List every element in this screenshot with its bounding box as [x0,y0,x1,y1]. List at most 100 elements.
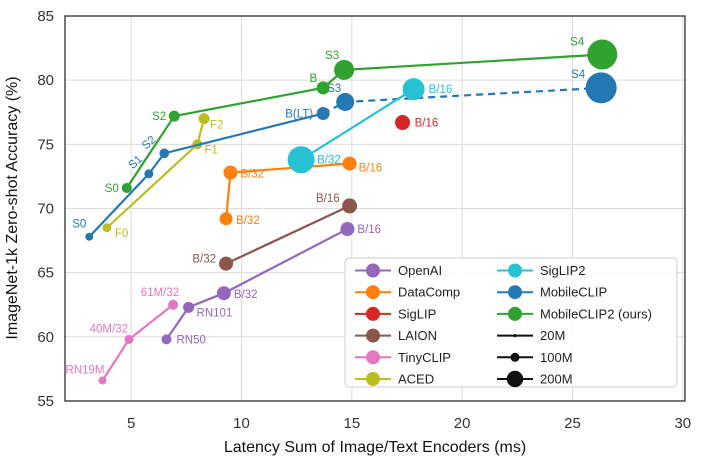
data-point-tinyclip-40m-32 [124,334,134,344]
data-label-tinyclip-40m-32: 40M/32 [90,323,128,335]
legend-item-siglip: SigLIP [355,306,436,321]
legend-label-aced: ACED [398,372,434,387]
data-label-laion-b-32: B/32 [192,254,216,266]
legend-label-200m: 200M [540,372,573,387]
legend-swatch-dot-mobileclip2-ours [508,306,522,321]
y-axis-title: ImageNet-1k Zero-shot Accuracy (%) [4,76,21,339]
legend-label-laion: LAION [398,328,437,343]
data-label-mobileclip-s3: S3 [327,83,341,95]
data-point-aced-f2 [198,113,210,125]
data-point-mobileclip-s4 [585,72,617,104]
data-point-datacomp-b-16 [342,156,357,171]
data-point-openai-rn101 [183,301,195,313]
series-line-siglip2-0 [300,88,415,161]
y-tick-75: 75 [37,136,54,153]
series-line-aced-0 [106,118,206,229]
legend-label-openai: OpenAI [398,263,442,278]
series-line-laion-0 [225,204,351,265]
data-label-aced-f1: F1 [204,144,217,156]
legend-swatch-dot-100m [510,352,520,362]
y-tick-85: 85 [37,8,54,25]
x-tick-15: 15 [343,415,360,432]
legend-swatch-dot-siglip [366,306,380,321]
data-point-openai-rn50 [161,334,172,345]
legend-swatch-dot-openai [366,263,380,278]
legend-item-tinyclip: TinyCLIP [355,350,451,365]
x-axis-title: Latency Sum of Image/Text Encoders (ms) [224,439,526,456]
plot-border [64,15,686,402]
data-label-openai-b-32: B/32 [234,289,258,301]
legend-label-mobileclip: MobileCLIP [540,285,607,300]
data-label-siglip2-b-16: B/16 [429,84,453,96]
data-point-openai-b-32 [216,286,231,301]
data-point-mobileclip-s1 [144,169,154,179]
data-point-mobileclip-s3 [336,92,355,111]
data-point-mobileclip2-ours-s2 [168,110,180,122]
data-point-tinyclip-61m-32 [168,299,179,310]
data-point-mobileclip2-ours-s0 [121,182,132,193]
data-label-mobileclip2-ours-s2: S2 [152,111,166,123]
data-point-mobileclip-s2 [159,148,170,159]
legend-swatch-dot-20m [513,334,517,338]
data-point-datacomp-b-32 [219,212,233,226]
data-point-mobileclip2-ours-s4 [587,39,618,70]
data-label-mobileclip-b-lt: B(LT) [285,109,313,121]
data-label-aced-f2: F2 [210,120,223,132]
data-point-tinyclip-rn19m [98,376,107,385]
data-point-mobileclip2-ours-b [316,81,330,95]
data-label-mobileclip-s4: S4 [571,69,586,81]
data-label-laion-b-16: B/16 [316,193,340,205]
series-mobileclip2-ours: S0 S2 B S3 S4 [105,37,618,195]
legend-item-200m: 200M [497,370,573,388]
series-line-mobileclip-0 [88,112,324,238]
data-label-datacomp-b-32: B/32 [240,169,264,181]
data-label-openai-b-16: B/16 [357,224,381,236]
data-label-mobileclip-s0: S0 [72,219,86,231]
y-tick-80: 80 [37,72,54,89]
axis-tick-labels: 5 10 15 20 25 30 55 60 65 70 75 80 85 [37,8,691,432]
series-siglip: B/16 [395,115,439,131]
legend-swatch-dot-datacomp [366,285,380,300]
data-point-laion-b-32 [219,256,234,271]
data-point-openai-b-16 [340,222,355,237]
series-laion: B/32 B/16 [192,193,358,271]
legend-label-100m: 100M [540,350,573,365]
legend-item-laion: LAION [355,328,437,343]
legend-label-datacomp: DataComp [398,285,460,300]
legend-label-tinyclip: TinyCLIP [398,350,451,365]
y-tick-55: 55 [37,393,54,410]
data-point-mobileclip2-ours-s3 [334,59,355,80]
legend-item-datacomp: DataComp [355,285,460,300]
y-tick-70: 70 [37,201,54,218]
legend-item-mobileclip2-ours: MobileCLIP2 (ours) [497,306,652,321]
legend-item-100m: 100M [497,350,573,365]
y-tick-65: 65 [37,265,54,282]
legend-item-mobileclip: MobileCLIP [497,285,607,300]
legend-swatch-dot-200m [506,370,524,388]
legend: OpenAI DataComp SigLIP LAION TinyCLIP ACED Sig… [344,257,678,388]
data-label-openai-rn50: RN50 [176,334,205,346]
data-label-siglip-b-16: B/16 [415,118,439,130]
data-point-siglip2-b-16 [402,78,425,101]
data-point-mobileclip-s0 [85,232,94,241]
series-siglip2: B/32 B/16 [287,78,453,174]
legend-label-siglip2: SigLIP2 [540,263,586,278]
series-line-openai-0 [165,228,348,341]
data-point-datacomp-b-32 [223,165,238,180]
data-label-datacomp-b-16: B/16 [359,163,383,175]
legend-item-siglip2: SigLIP2 [497,263,586,278]
legend-item-aced: ACED [355,372,434,387]
legend-item-20m: 20M [497,328,565,343]
data-label-mobileclip2-ours-b: B [309,73,317,85]
legend-label-siglip: SigLIP [398,306,436,321]
data-label-datacomp-b-32: B/32 [236,215,260,227]
legend-swatch-dot-laion [366,328,380,343]
y-tick-60: 60 [37,329,54,346]
x-tick-10: 10 [233,415,250,432]
data-label-mobileclip2-ours-s4: S4 [570,37,585,49]
legend-swatch-dot-mobileclip [508,285,522,300]
